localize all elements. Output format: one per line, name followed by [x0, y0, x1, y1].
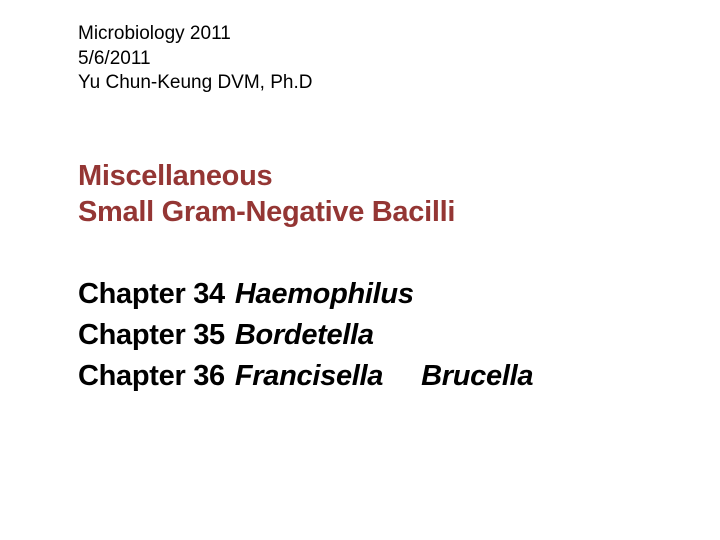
chapter-list: Chapter 34 Haemophilus Chapter 35 Bordetel… — [78, 274, 533, 398]
header-block: Microbiology 2011 5/6/2011 Yu Chun-Keung… — [78, 22, 312, 96]
chapter-label: Chapter 36 — [78, 360, 225, 392]
author-name: Yu Chun-Keung DVM, Ph.D — [78, 71, 312, 96]
chapter-row: Chapter 35 Bordetella — [78, 315, 533, 356]
chapter-row: Chapter 34 Haemophilus — [78, 274, 533, 315]
chapter-label: Chapter 35 — [78, 319, 225, 351]
genus-name: Francisella — [235, 360, 383, 392]
title-block: Miscellaneous Small Gram-Negative Bacill… — [78, 158, 455, 231]
course-name: Microbiology 2011 — [78, 22, 312, 47]
genus-name: Haemophilus — [235, 278, 414, 310]
chapter-label: Chapter 34 — [78, 278, 225, 310]
genus-name: Bordetella — [235, 319, 374, 351]
chapter-row: Chapter 36 Francisella Brucella — [78, 356, 533, 397]
title-line-2: Small Gram-Negative Bacilli — [78, 194, 455, 230]
lecture-date: 5/6/2011 — [78, 47, 312, 72]
genus-name: Brucella — [421, 360, 533, 392]
title-line-1: Miscellaneous — [78, 158, 455, 194]
